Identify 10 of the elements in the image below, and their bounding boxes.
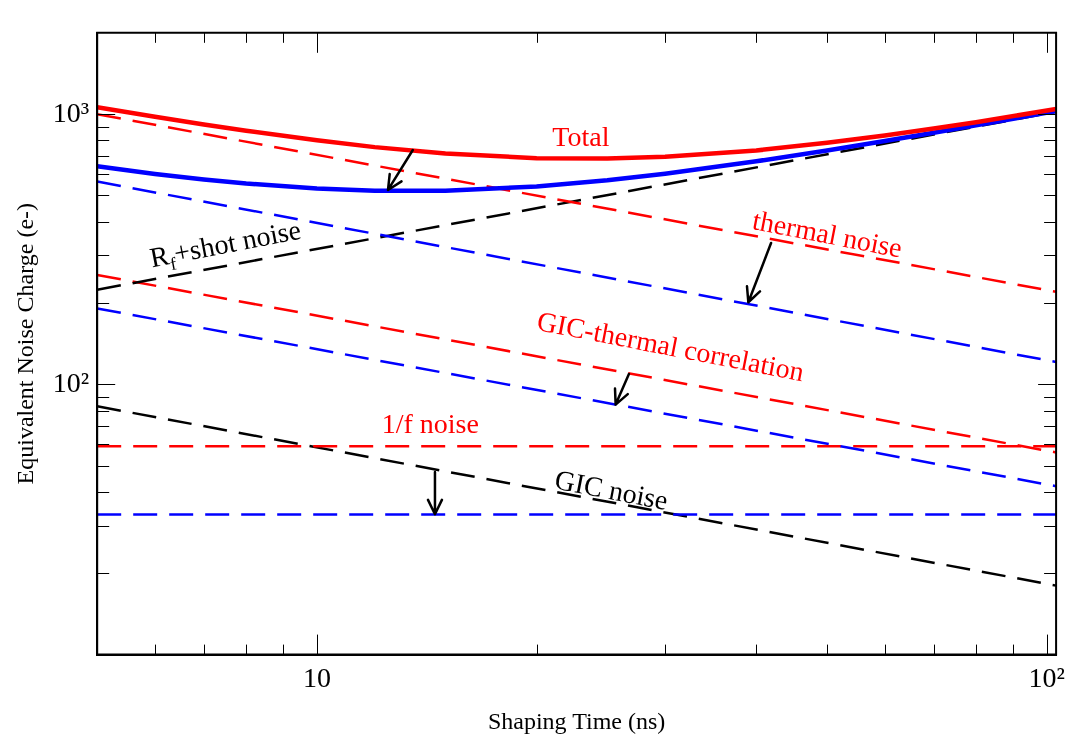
annotation: Total	[552, 120, 610, 152]
annotation: GIC-thermal correlation	[534, 305, 807, 388]
y-axis-title: Equivalent Noise Charge (e-)	[11, 202, 38, 485]
annotation: thermal noise	[750, 204, 905, 264]
y-tick-label: 10³	[52, 96, 90, 128]
annotation: 1/f noise	[381, 407, 479, 439]
annotation: GIC noise	[552, 463, 671, 516]
annotation: Rf+shot noise	[147, 213, 304, 275]
x-tick-label: 10	[302, 661, 331, 693]
x-axis-title: Shaping Time (ns)	[487, 707, 666, 734]
